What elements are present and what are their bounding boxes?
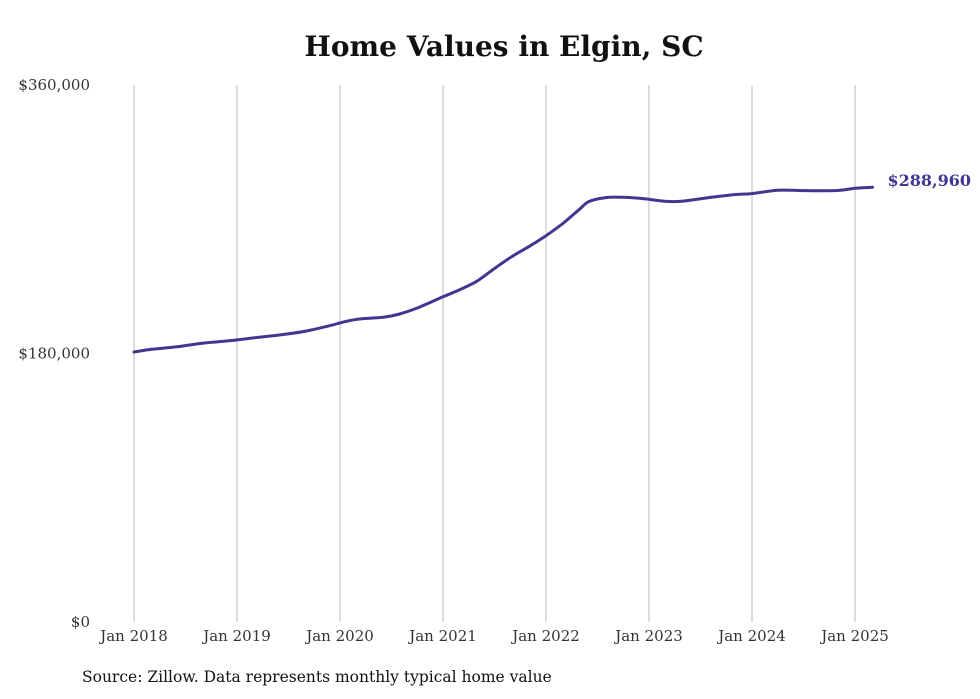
x-tick-label: Jan 2023 (613, 627, 683, 645)
x-tick-label: Jan 2024 (716, 627, 786, 645)
x-tick-label: Jan 2021 (407, 627, 477, 645)
x-tick-label: Jan 2020 (304, 627, 374, 645)
gridlines (133, 85, 856, 622)
x-tick-label: Jan 2018 (98, 627, 168, 645)
y-tick-label: $0 (71, 613, 90, 631)
x-tick-label: Jan 2019 (201, 627, 271, 645)
end-value-label: $288,960 (888, 171, 972, 190)
x-tick-label: Jan 2025 (819, 627, 889, 645)
y-tick-label: $360,000 (18, 76, 90, 94)
y-tick-label: $180,000 (18, 345, 90, 363)
x-axis-tick-labels: Jan 2018 Jan 2019 Jan 2020 Jan 2021 Jan 2022… (98, 627, 889, 645)
y-axis-tick-labels: $0 $180,000 $360,000 (18, 76, 90, 631)
x-tick-label: Jan 2022 (510, 627, 580, 645)
chart-title: Home Values in Elgin, SC (304, 30, 704, 63)
source-note: Source: Zillow. Data represents monthly … (82, 668, 552, 686)
series-line (132, 185, 874, 354)
